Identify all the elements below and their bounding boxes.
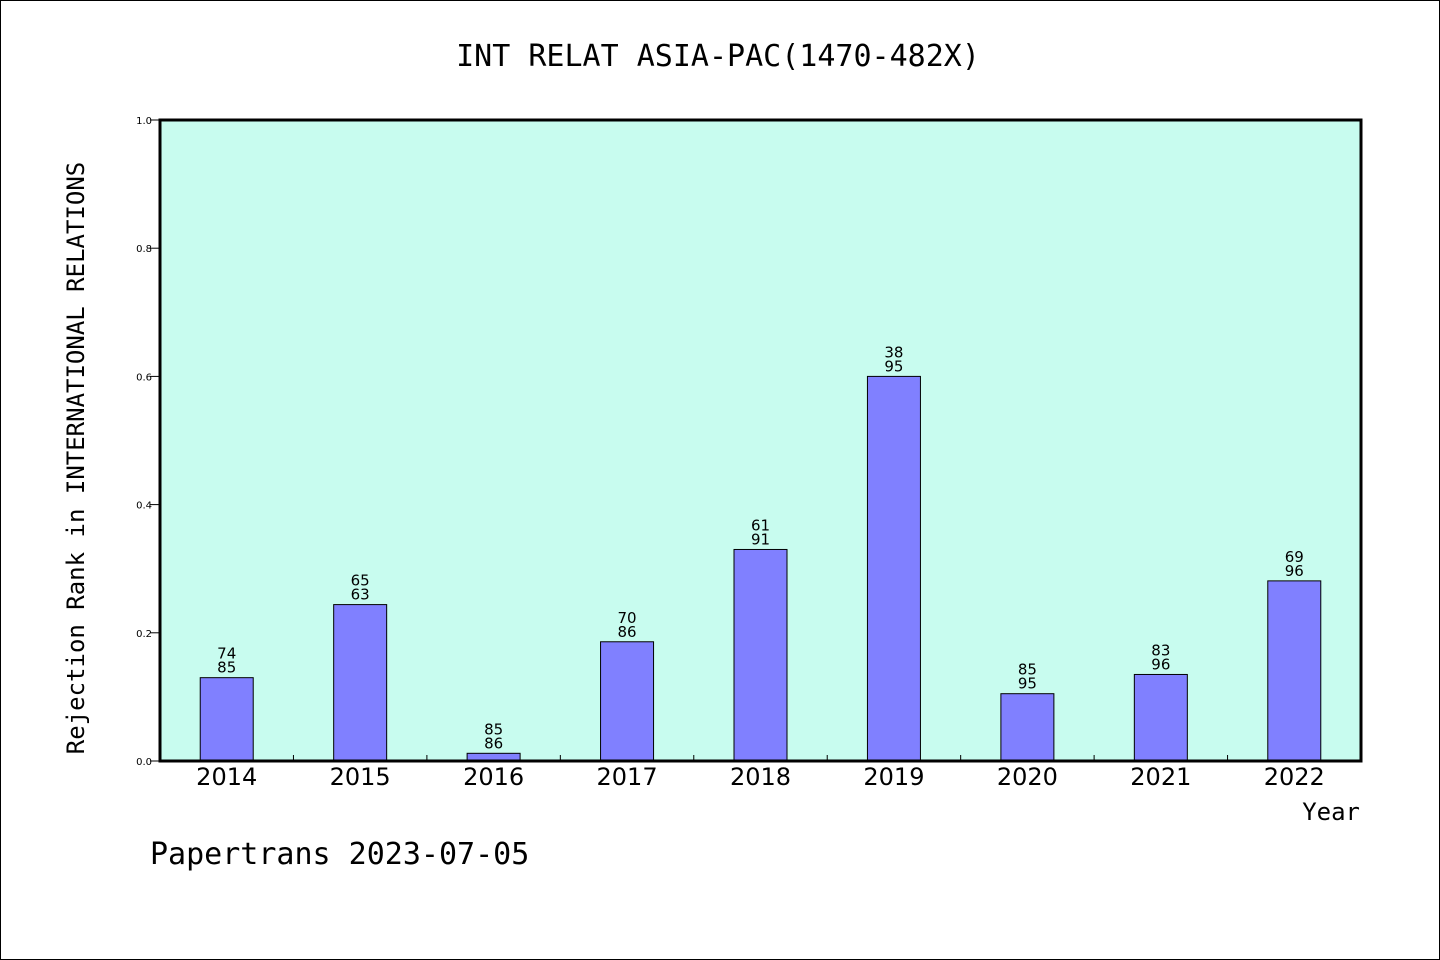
chart-title: INT RELAT ASIA-PAC(1470-482X) (456, 39, 980, 74)
bar-label-bottom: 63 (351, 586, 370, 604)
bar-2015 (333, 604, 388, 762)
bar-label-bottom: 96 (1151, 655, 1170, 673)
x-tick-label: 2015 (330, 763, 391, 791)
x-tick-label: 2018 (730, 763, 791, 791)
bar-label-bottom: 85 (217, 659, 236, 677)
y-tick-label: 0.8 (136, 244, 152, 255)
bar-label-top: 85 (484, 720, 503, 738)
bar-2017 (600, 641, 655, 762)
x-tick-label: 2022 (1264, 763, 1325, 791)
y-tick-label: 1.0 (136, 116, 152, 127)
bar-2021 (1133, 673, 1188, 762)
bar-label-top: 70 (618, 609, 637, 627)
x-tick-label: 2016 (463, 763, 524, 791)
footer-credit: Papertrans 2023-07-05 (150, 837, 529, 872)
x-axis: 2014 2015 2016 2017 2018 2019 2020 2021 2022 (196, 755, 1325, 791)
plot-border (158, 118, 1363, 763)
x-tick-label: 2017 (597, 763, 658, 791)
x-tick-label: 2014 (196, 763, 257, 791)
bar-label-bottom: 96 (1285, 562, 1304, 580)
bar-label-top: 65 (351, 572, 370, 590)
x-tick-label: 2020 (997, 763, 1058, 791)
y-tick-label: 0.2 (136, 629, 152, 640)
bar-label-top: 69 (1285, 548, 1304, 566)
bar-label-top: 38 (884, 343, 903, 361)
bar-label-bottom: 86 (484, 734, 503, 752)
bar-2014 (199, 677, 254, 762)
bar-2020 (1000, 693, 1055, 762)
y-tick-label: 0.0 (136, 757, 152, 768)
bar-label-bottom: 95 (1018, 675, 1037, 693)
y-axis-label: Rejection Rank in INTERNATIONAL RELATION… (62, 162, 90, 754)
bar-label-top: 85 (1018, 661, 1037, 679)
y-axis: 0.0 0.2 0.4 0.6 0.8 1.0 (136, 116, 160, 768)
bar-label-bottom: 95 (884, 357, 903, 375)
bar-label-bottom: 86 (618, 623, 637, 641)
bar-label-top: 74 (217, 645, 236, 663)
bar-2019 (866, 375, 921, 762)
y-tick-label: 0.4 (136, 501, 152, 512)
bar-2018 (733, 548, 788, 762)
x-tick-label: 2021 (1130, 763, 1191, 791)
x-axis-label: Year (1302, 798, 1360, 826)
bar-2022 (1267, 580, 1322, 762)
bar-label-top: 83 (1151, 641, 1170, 659)
x-tick-label: 2019 (863, 763, 924, 791)
y-tick-label: 0.6 (136, 372, 152, 383)
bar-label-top: 61 (751, 516, 770, 534)
bar-label-bottom: 91 (751, 530, 770, 548)
bars (199, 375, 1322, 762)
